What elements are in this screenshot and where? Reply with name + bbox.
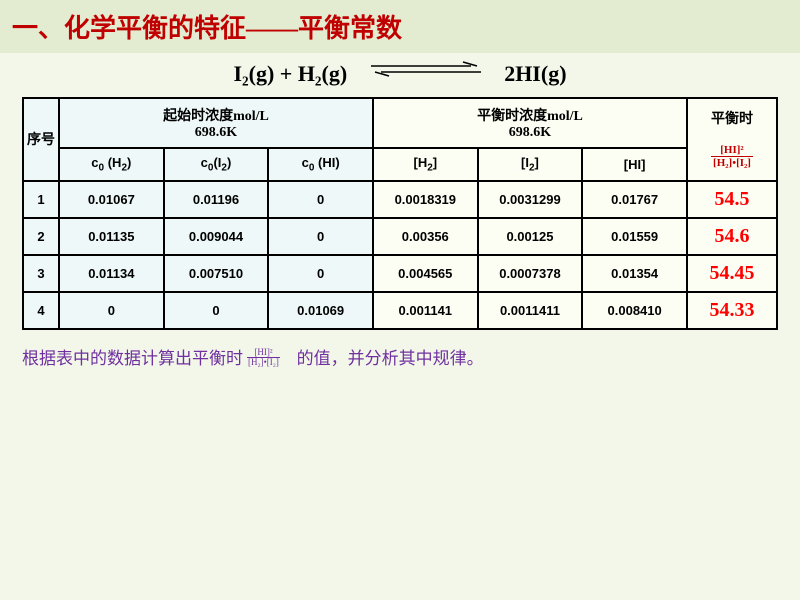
table-cell: 0.00356 [373, 218, 478, 255]
header-eq-h2: [H2] [373, 148, 478, 181]
footer-part1: 根据表中的数据计算出平衡时 [22, 349, 243, 368]
header-equil-group: 平衡时浓度mol/L 698.6K [373, 98, 687, 148]
table-cell: 2 [23, 218, 59, 255]
footer-text: 根据表中的数据计算出平衡时[HI]²[H₂]•[I₂] 的值，并分析其中规律。 [0, 330, 800, 370]
slide-title: 一、化学平衡的特征——平衡常数 [0, 0, 800, 53]
table-cell: 0.01134 [59, 255, 164, 292]
equation-lhs: I₂(g) + H₂(g) [233, 61, 347, 86]
table-cell: 0.0018319 [373, 181, 478, 218]
table-cell: 0.01069 [268, 292, 373, 329]
slide: 一、化学平衡的特征——平衡常数 I₂(g) + H₂(g) 2HI(g) 序号 [0, 0, 800, 600]
kc-denominator: [H₂]•[I₂] [711, 157, 753, 169]
equation-rhs: 2HI(g) [504, 61, 566, 86]
table-cell: 0.0011411 [478, 292, 583, 329]
header-c0-hi: c0 (HI) [268, 148, 373, 181]
header-index: 序号 [23, 98, 59, 181]
table-cell: 54.6 [687, 218, 777, 255]
equilibrium-data-table: 序号 起始时浓度mol/L 698.6K 平衡时浓度mol/L 698.6K 平… [22, 97, 778, 330]
table-cell: 0.01135 [59, 218, 164, 255]
table-cell: 54.45 [687, 255, 777, 292]
table-cell: 0.00125 [478, 218, 583, 255]
table-header-row-1: 序号 起始时浓度mol/L 698.6K 平衡时浓度mol/L 698.6K 平… [23, 98, 777, 148]
header-c0-i2: c0(I2) [164, 148, 269, 181]
table-cell: 54.5 [687, 181, 777, 218]
table-cell: 54.33 [687, 292, 777, 329]
table-row: 30.011340.00751000.0045650.00073780.0135… [23, 255, 777, 292]
header-equil-temp: 698.6K [509, 125, 551, 140]
table-cell: 0.001141 [373, 292, 478, 329]
footer-part2: 的值，并分析其中规律。 [297, 349, 484, 368]
header-kc-label: 平衡时 [711, 112, 753, 127]
table-cell: 0.007510 [164, 255, 269, 292]
header-eq-i2: [I2] [478, 148, 583, 181]
header-initial-label: 起始时浓度mol/L [163, 109, 269, 124]
table-cell: 0.01767 [582, 181, 687, 218]
equilibrium-arrow-icon [371, 57, 481, 83]
title-text: 一、化学平衡的特征——平衡常数 [12, 14, 402, 43]
data-table-container: 序号 起始时浓度mol/L 698.6K 平衡时浓度mol/L 698.6K 平… [0, 97, 800, 330]
table-cell: 0.008410 [582, 292, 687, 329]
kc-numerator: [HI]² [711, 144, 753, 157]
table-cell: 3 [23, 255, 59, 292]
table-row: 20.011350.00904400.003560.001250.0155954… [23, 218, 777, 255]
table-cell: 0.01067 [59, 181, 164, 218]
table-cell: 0 [164, 292, 269, 329]
table-cell: 0.01559 [582, 218, 687, 255]
kc-formula-inline: [HI]²[H₂]•[I₂] [247, 348, 280, 367]
table-cell: 0.0031299 [478, 181, 583, 218]
table-cell: 0.01354 [582, 255, 687, 292]
table-cell: 0.004565 [373, 255, 478, 292]
table-cell: 4 [23, 292, 59, 329]
header-initial-temp: 698.6K [195, 125, 237, 140]
table-cell: 0.009044 [164, 218, 269, 255]
header-equil-label: 平衡时浓度mol/L [477, 109, 583, 124]
table-row: 10.010670.0119600.00183190.00312990.0176… [23, 181, 777, 218]
table-cell: 0 [268, 181, 373, 218]
table-cell: 1 [23, 181, 59, 218]
table-cell: 0.0007378 [478, 255, 583, 292]
header-c0-h2: c0 (H2) [59, 148, 164, 181]
table-cell: 0 [268, 255, 373, 292]
table-header-row-2: c0 (H2) c0(I2) c0 (HI) [H2] [I2] [HI] [23, 148, 777, 181]
table-cell: 0.01196 [164, 181, 269, 218]
chemical-equation: I₂(g) + H₂(g) 2HI(g) [0, 61, 800, 87]
kc-formula-header: [HI]² [H₂]•[I₂] [711, 157, 753, 169]
header-eq-hi: [HI] [582, 148, 687, 181]
header-kc: 平衡时 [HI]² [H₂]•[I₂] [687, 98, 777, 181]
table-row: 4000.010690.0011410.00114110.00841054.33 [23, 292, 777, 329]
table-cell: 0 [59, 292, 164, 329]
table-cell: 0 [268, 218, 373, 255]
header-initial-group: 起始时浓度mol/L 698.6K [59, 98, 373, 148]
